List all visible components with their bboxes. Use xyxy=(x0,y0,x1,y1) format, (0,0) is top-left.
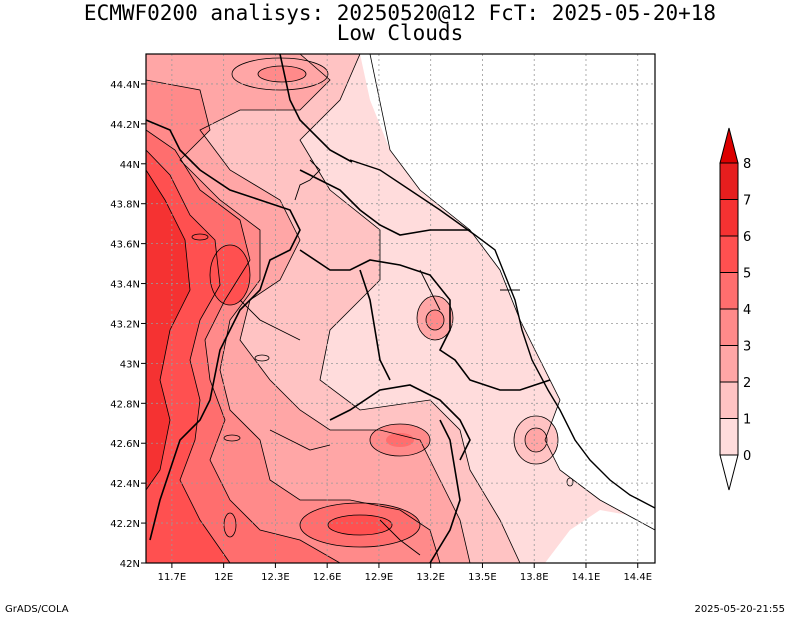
lon-tick-label: 12E xyxy=(214,572,233,583)
lat-tick-labels: 42N 42.2N 42.4N 42.6N 42.8N 43N 43.2N 43.4N 43.6… xyxy=(110,80,140,570)
region-border-5 xyxy=(329,384,471,461)
region-border-7 xyxy=(429,419,461,563)
lat-tick-label: 42.2N xyxy=(110,519,140,530)
lat-tick-label: 44.2N xyxy=(110,120,140,131)
lat-tick-label: 42.4N xyxy=(110,479,140,490)
lon-tick-label: 12.3E xyxy=(261,572,290,583)
lat-tick-label: 44.4N xyxy=(110,80,140,91)
lon-tick-label: 12.6E xyxy=(313,572,342,583)
footer-timestamp: 2025-05-20-21:55 xyxy=(694,604,785,615)
level-4-region xyxy=(146,80,440,563)
axis-ticks xyxy=(141,83,639,568)
lon-tick-labels: 11.7E 12E 12.3E 12.6E 12.9E 13.2E 13.5E 13.8E 14… xyxy=(158,572,652,583)
lon-tick-label: 11.7E xyxy=(158,572,187,583)
level-7-region xyxy=(146,170,190,490)
lon-tick-label: 13.8E xyxy=(520,572,549,583)
lon-tick-label: 14.1E xyxy=(572,572,601,583)
lat-tick-label: 44N xyxy=(120,160,140,171)
footer-software: GrADS/COLA xyxy=(5,604,69,615)
borders xyxy=(146,54,655,563)
lon-tick-label: 14.4E xyxy=(623,572,652,583)
coastline xyxy=(349,159,655,509)
lat-tick-label: 43.4N xyxy=(110,280,140,291)
clear-region xyxy=(360,54,655,530)
region-border-2 xyxy=(146,119,301,541)
lat-tick-label: 43.8N xyxy=(110,200,140,211)
region-border-3 xyxy=(299,169,470,236)
cloud-field xyxy=(146,54,655,563)
map-subtitle: Low Clouds xyxy=(336,21,464,45)
lon-tick-label: 13.2E xyxy=(416,572,445,583)
map-title: ECMWF0200 analisys: 20250520@12 FcT: 202… xyxy=(83,1,717,25)
region-border-4 xyxy=(299,249,551,391)
lon-tick-label: 13.5E xyxy=(468,572,497,583)
region-border-1 xyxy=(279,54,353,163)
lat-tick-label: 43N xyxy=(120,359,140,370)
lat-tick-label: 42.8N xyxy=(110,399,140,410)
lat-tick-label: 43.6N xyxy=(110,240,140,251)
lat-tick-label: 43.2N xyxy=(110,319,140,330)
lat-tick-label: 42N xyxy=(120,559,140,570)
lat-tick-label: 42.6N xyxy=(110,439,140,450)
lon-tick-label: 12.9E xyxy=(365,572,394,583)
plot-frame xyxy=(145,53,656,564)
region-border-6 xyxy=(359,269,391,381)
